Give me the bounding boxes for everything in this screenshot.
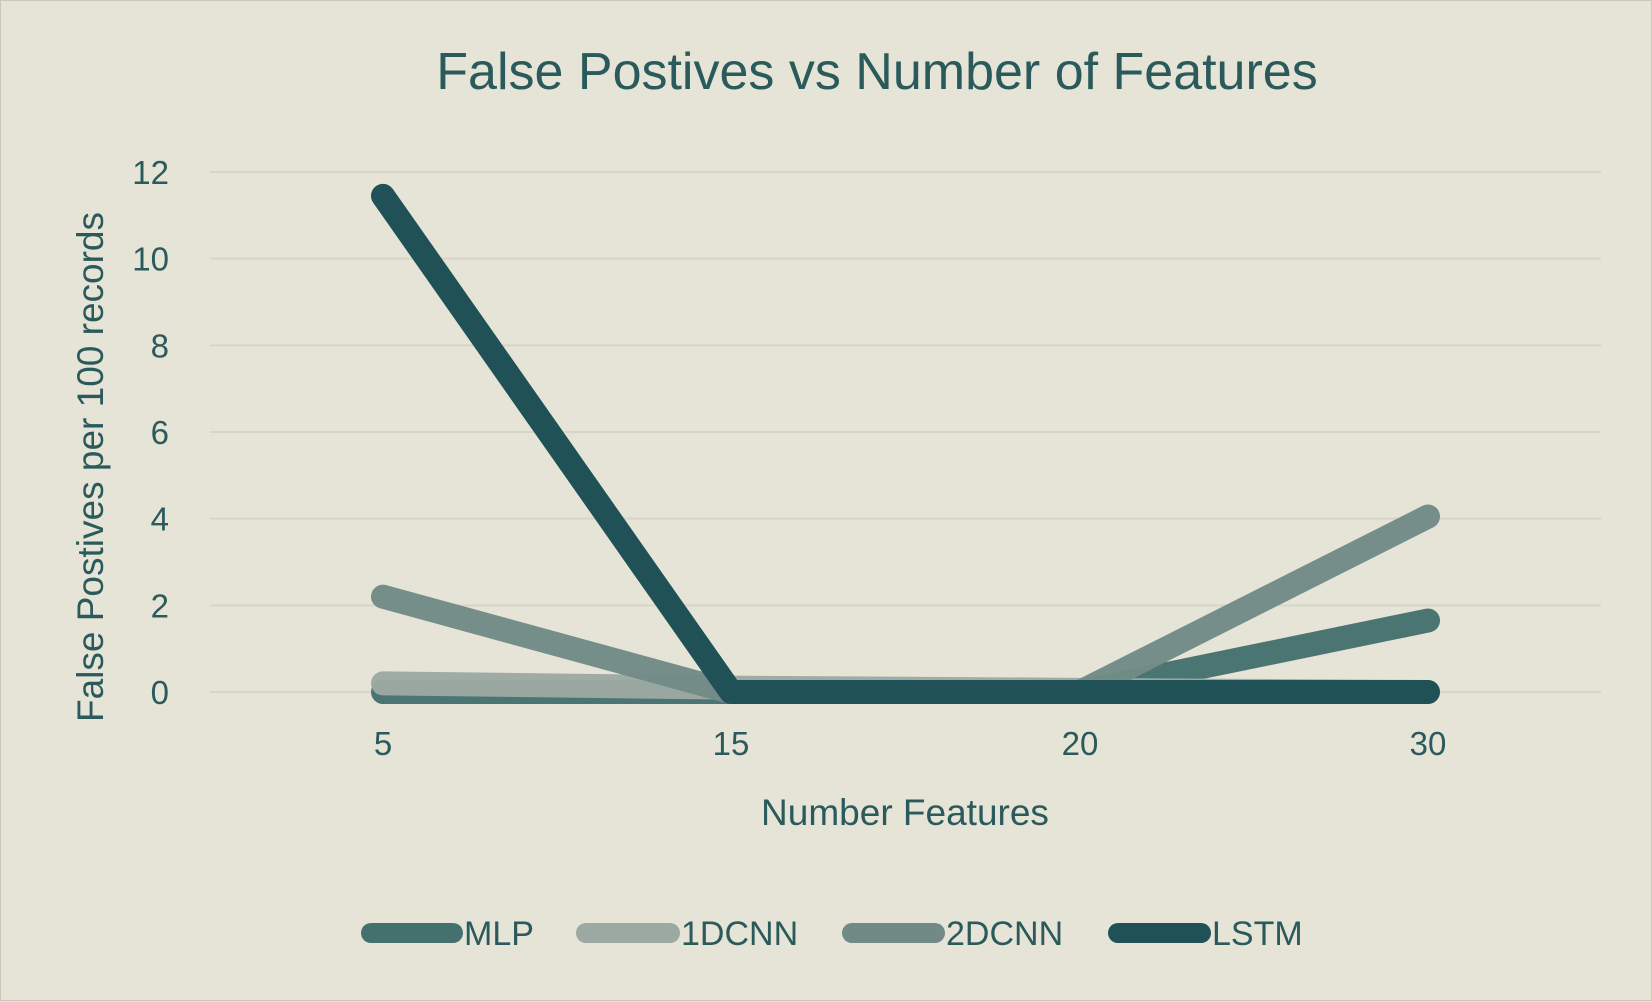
legend-item-mlp: MLP: [361, 915, 534, 953]
x-tick-label: 20: [1062, 725, 1099, 762]
y-tick-label: 8: [151, 327, 169, 364]
y-tick-label: 12: [132, 154, 169, 191]
legend-label: 2DCNN: [946, 915, 1063, 953]
y-tick-label: 2: [151, 587, 169, 624]
series-lines: [371, 183, 1440, 704]
x-tick-label: 5: [374, 725, 392, 762]
x-tick-label: 15: [713, 725, 750, 762]
legend-item-2dcnn: 2DCNN: [842, 915, 1063, 953]
y-tick-label: 6: [151, 414, 169, 451]
legend-item-lstm: LSTM: [1108, 915, 1303, 953]
chart-title: False Postives vs Number of Features: [436, 43, 1317, 101]
series-line-2dcnn: [371, 504, 1440, 704]
x-tick-label: 30: [1410, 725, 1447, 762]
legend-label: MLP: [464, 915, 534, 953]
series-line-lstm: [371, 183, 1440, 704]
y-axis-ticks: 0 2 4 6 8 10 12: [132, 154, 169, 711]
legend-item-1dcnn: 1DCNN: [576, 915, 798, 953]
x-axis-label: Number Features: [761, 792, 1049, 833]
x-axis-ticks: 5 15 20 30: [374, 725, 1447, 762]
y-tick-label: 0: [151, 674, 169, 711]
y-axis-label: False Postives per 100 records: [70, 212, 111, 722]
y-tick-label: 4: [151, 501, 169, 538]
legend-label: LSTM: [1212, 915, 1303, 953]
legend: MLP 1DCNN 2DCNN LSTM: [361, 915, 1303, 953]
y-tick-label: 10: [132, 241, 169, 278]
legend-label: 1DCNN: [681, 915, 798, 953]
